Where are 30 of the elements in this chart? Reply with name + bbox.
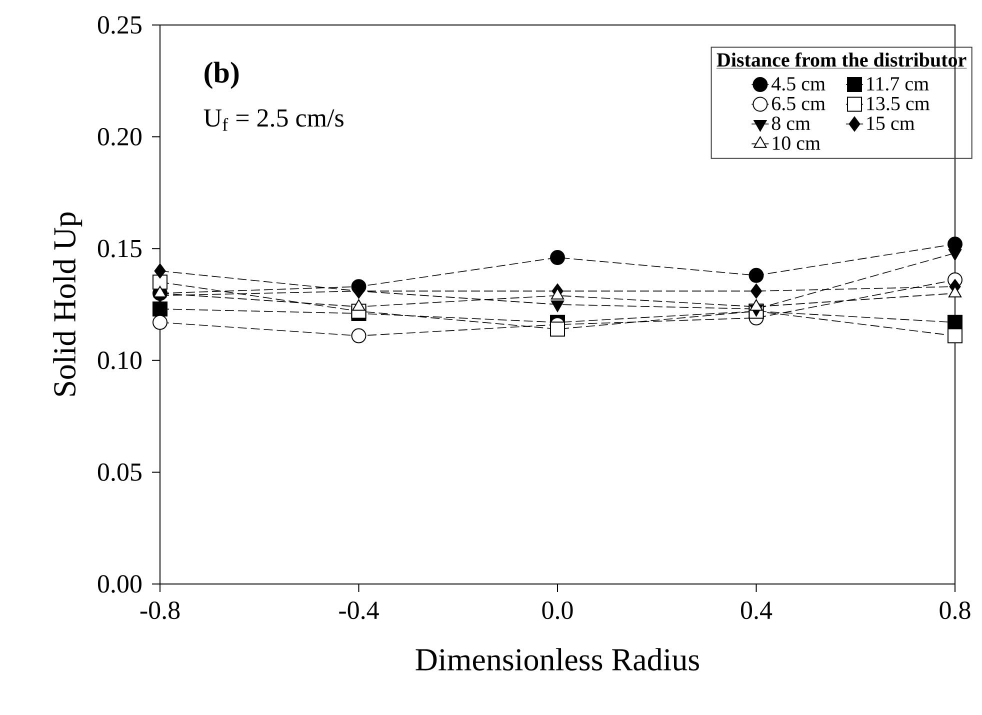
point <box>550 250 566 266</box>
point <box>550 322 566 337</box>
annotation: U$_{f}$ = 2.5 cm/s <box>204 109 344 131</box>
y-tick-label: 0.05 <box>98 463 142 482</box>
y-tick-label: 0.10 <box>98 352 142 370</box>
point <box>948 314 963 330</box>
x-axis-title: Dimensionless Radius <box>416 648 699 671</box>
y-tick-label: 0.25 <box>98 16 142 34</box>
point <box>748 268 764 283</box>
x-tick-label: -0.8 <box>140 602 180 620</box>
point <box>152 274 168 290</box>
legend-label: 15 cm <box>867 116 915 130</box>
annotation: (b) <box>204 62 239 89</box>
legend-label: 4.5 cm <box>772 77 826 91</box>
legend-label: 6.5 cm <box>772 96 826 110</box>
legend-label: 8 cm <box>772 116 810 130</box>
y-tick-label: 0.15 <box>98 240 142 258</box>
x-tick-label: 0.0 <box>542 602 573 620</box>
y-tick-label: 0.00 <box>98 575 142 593</box>
legend-label: 10 cm <box>772 136 820 150</box>
point <box>152 301 168 316</box>
y-axis-title: Solid Hold Up <box>53 212 82 396</box>
legend-label: 11.7 cm <box>867 77 929 91</box>
point <box>154 263 166 278</box>
legend-label: 13.5 cm <box>867 96 930 110</box>
x-tick-label: -0.4 <box>339 602 379 620</box>
y-tick-label: 0.20 <box>98 128 142 146</box>
x-tick-label: 0.4 <box>740 602 772 620</box>
point <box>750 284 762 299</box>
x-tick-label: 0.8 <box>940 602 970 620</box>
